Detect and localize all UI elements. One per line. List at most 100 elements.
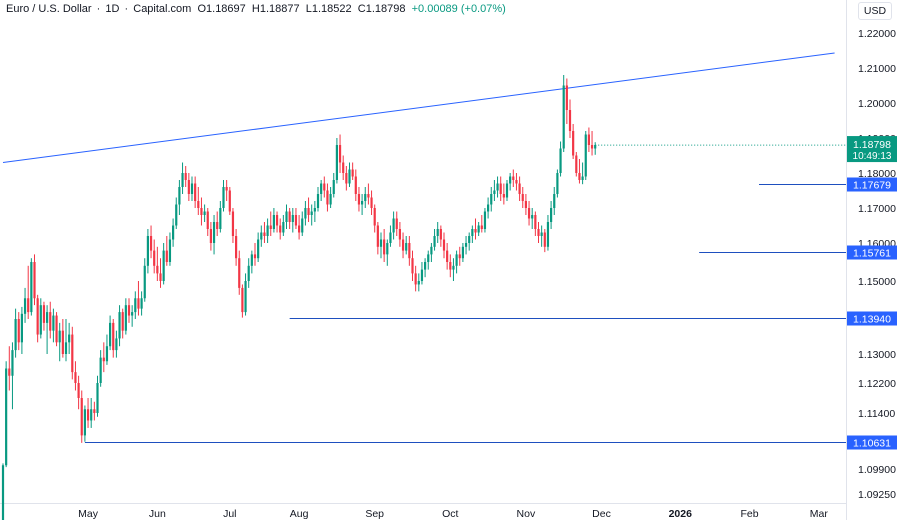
candle[interactable] (430, 243, 433, 262)
candle[interactable] (172, 218, 175, 247)
candle[interactable] (534, 211, 537, 237)
candle[interactable] (137, 281, 140, 316)
candle[interactable] (39, 298, 42, 339)
candle[interactable] (316, 187, 320, 212)
candle[interactable] (553, 187, 556, 215)
candle[interactable] (17, 312, 20, 351)
candle[interactable] (61, 319, 64, 358)
candle[interactable] (36, 294, 39, 343)
candle[interactable] (483, 208, 487, 233)
candle[interactable] (33, 254, 36, 306)
candle[interactable] (74, 361, 77, 391)
candle[interactable] (323, 176, 326, 198)
candle[interactable] (364, 187, 367, 208)
candle[interactable] (468, 232, 471, 251)
candle[interactable] (420, 262, 424, 285)
candle[interactable] (537, 222, 540, 243)
candle[interactable] (575, 152, 578, 177)
candle[interactable] (471, 225, 474, 244)
candle[interactable] (398, 222, 401, 247)
candle[interactable] (105, 334, 109, 365)
candle[interactable] (175, 197, 178, 230)
candle[interactable] (52, 308, 55, 343)
candle[interactable] (184, 166, 187, 187)
candle[interactable] (442, 232, 446, 259)
candle[interactable] (64, 319, 68, 362)
candle[interactable] (55, 312, 58, 347)
candle[interactable] (288, 208, 291, 229)
candle[interactable] (124, 298, 127, 335)
candle[interactable] (335, 138, 338, 184)
candle[interactable] (263, 222, 266, 243)
candle[interactable] (370, 190, 373, 216)
candle[interactable] (134, 291, 137, 319)
candle[interactable] (178, 180, 181, 215)
candle[interactable] (291, 208, 294, 233)
candle[interactable] (512, 169, 515, 188)
candle[interactable] (118, 305, 121, 347)
candle[interactable] (294, 208, 298, 229)
candle[interactable] (367, 183, 370, 205)
candle[interactable] (568, 99, 572, 139)
interval[interactable]: 1D (105, 3, 120, 15)
candle[interactable] (212, 215, 216, 255)
candle[interactable] (99, 350, 102, 387)
candle[interactable] (27, 265, 30, 319)
candle[interactable] (241, 284, 244, 318)
candle[interactable] (546, 215, 550, 251)
candle[interactable] (250, 250, 253, 274)
candle[interactable] (11, 342, 14, 410)
candle[interactable] (461, 243, 464, 262)
candle[interactable] (338, 134, 342, 174)
candle[interactable] (285, 204, 288, 230)
candle[interactable] (342, 155, 345, 181)
candle[interactable] (275, 211, 279, 233)
candle[interactable] (521, 187, 524, 208)
candle[interactable] (452, 258, 455, 281)
symbol-name[interactable]: Euro / U.S. Dollar (6, 3, 92, 15)
candle[interactable] (279, 218, 282, 240)
candle[interactable] (502, 183, 505, 205)
candle[interactable] (187, 173, 190, 201)
candle[interactable] (417, 273, 420, 292)
candle[interactable] (401, 232, 405, 259)
candle[interactable] (131, 305, 134, 327)
candle[interactable] (1, 463, 5, 525)
candle[interactable] (257, 232, 260, 263)
candle[interactable] (90, 398, 93, 428)
candle[interactable] (301, 211, 304, 237)
candle[interactable] (376, 222, 379, 255)
candle[interactable] (427, 250, 430, 270)
candle[interactable] (487, 197, 490, 219)
candle[interactable] (326, 183, 329, 212)
candle[interactable] (565, 78, 568, 125)
candle[interactable] (146, 229, 149, 274)
candle[interactable] (93, 401, 96, 421)
candle[interactable] (581, 162, 584, 185)
candle[interactable] (493, 180, 496, 201)
candle[interactable] (109, 315, 112, 351)
candle[interactable] (304, 201, 307, 226)
candle[interactable] (379, 232, 383, 259)
candle[interactable] (23, 287, 27, 323)
candle[interactable] (395, 211, 398, 237)
candle[interactable] (165, 236, 168, 266)
candle[interactable] (562, 75, 565, 152)
candle[interactable] (354, 169, 357, 202)
candle[interactable] (260, 225, 263, 247)
candle[interactable] (474, 218, 477, 240)
candle[interactable] (320, 180, 323, 201)
candle[interactable] (58, 322, 61, 362)
candle[interactable] (238, 250, 241, 295)
candle[interactable] (159, 258, 162, 288)
candle[interactable] (46, 305, 49, 354)
candle[interactable] (527, 201, 531, 226)
candle[interactable] (307, 197, 310, 223)
candle[interactable] (112, 319, 115, 358)
candle[interactable] (550, 201, 553, 229)
candle[interactable] (68, 322, 71, 354)
candle[interactable] (584, 131, 587, 180)
candle[interactable] (71, 326, 74, 380)
candle[interactable] (266, 218, 269, 244)
